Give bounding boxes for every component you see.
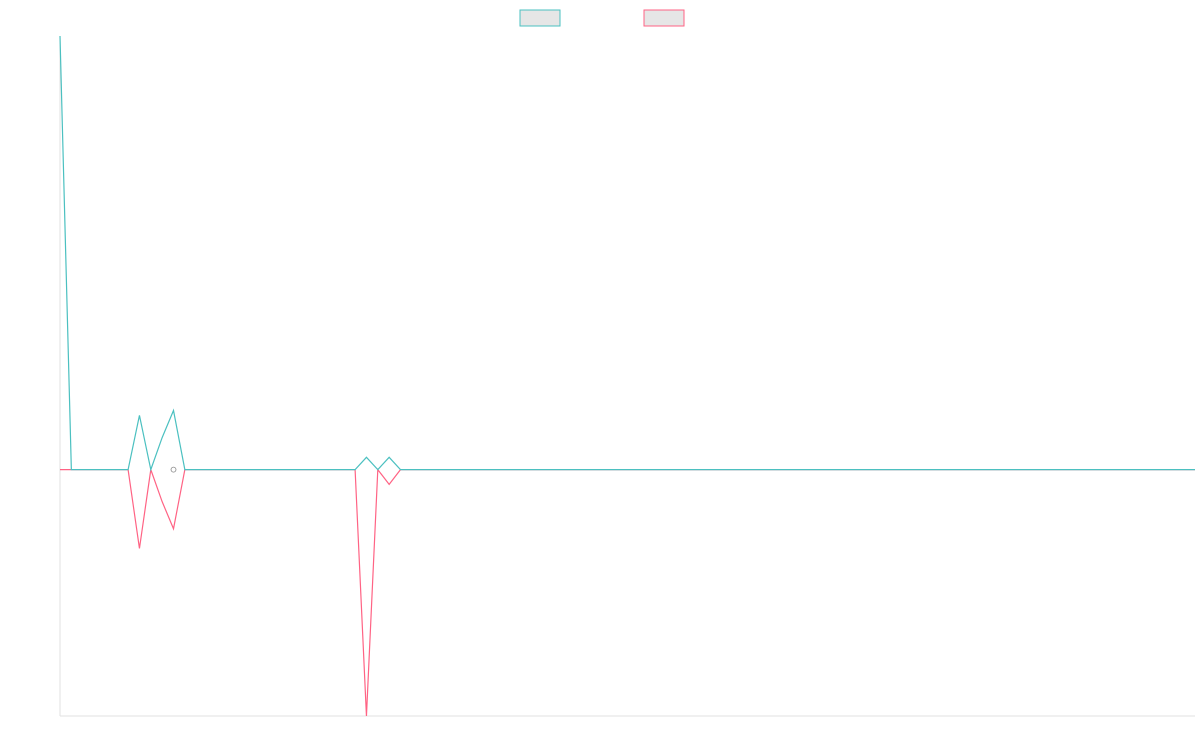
series-layer <box>59 35 1195 717</box>
legend-swatch-1[interactable] <box>519 9 561 27</box>
chart-legend <box>519 9 685 27</box>
series-line-1 <box>59 35 1195 472</box>
series-line-2 <box>60 467 1195 717</box>
data-point-marker <box>170 466 177 473</box>
chart-axes <box>59 36 1195 717</box>
legend-swatch-2[interactable] <box>643 9 685 27</box>
